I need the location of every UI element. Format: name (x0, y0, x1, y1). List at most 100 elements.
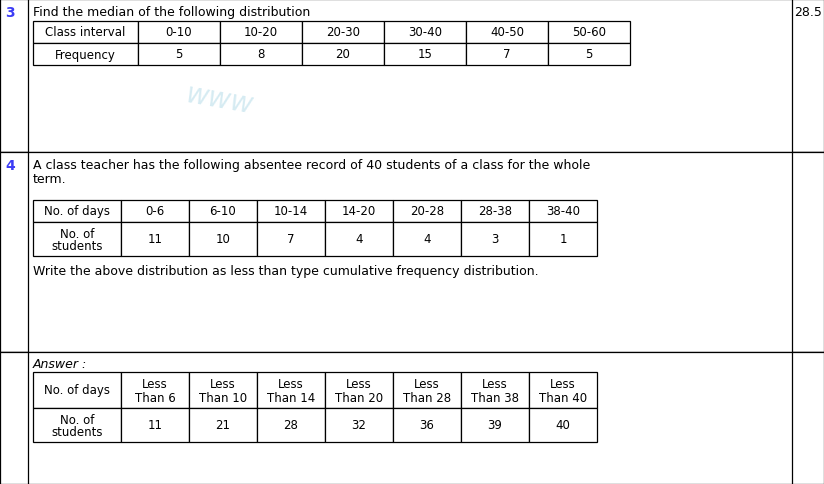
Text: No. of days: No. of days (44, 205, 110, 218)
Text: No. of: No. of (60, 228, 94, 241)
Text: Less: Less (482, 378, 508, 391)
Bar (138, 22, 220, 44)
Bar (220, 22, 302, 44)
Bar (393, 408, 461, 442)
Text: 32: 32 (352, 419, 367, 432)
Bar (393, 223, 461, 257)
Text: 7: 7 (288, 233, 295, 246)
Bar (257, 200, 325, 223)
Text: 50-60: 50-60 (572, 27, 606, 39)
Text: 30-40: 30-40 (408, 27, 442, 39)
Bar (384, 44, 466, 66)
Text: Less: Less (550, 378, 576, 391)
Text: 15: 15 (418, 48, 433, 61)
Text: 28-38: 28-38 (478, 205, 512, 218)
Bar (121, 223, 189, 257)
Text: 20-28: 20-28 (410, 205, 444, 218)
Bar (121, 408, 189, 442)
Bar (33, 223, 121, 257)
Bar (0, 152, 28, 352)
Text: Than 10: Than 10 (199, 392, 247, 405)
Text: students: students (51, 425, 103, 439)
Text: students: students (51, 240, 103, 253)
Text: 14-20: 14-20 (342, 205, 376, 218)
Text: Than 14: Than 14 (267, 392, 315, 405)
Bar (461, 408, 529, 442)
Text: 40: 40 (555, 419, 570, 432)
Bar (302, 44, 384, 66)
Text: Find the median of the following distribution: Find the median of the following distrib… (33, 6, 311, 19)
Bar (325, 372, 393, 408)
Bar (466, 44, 548, 66)
Bar (302, 22, 384, 44)
Bar (325, 200, 393, 223)
Bar (33, 200, 121, 223)
Text: 10-20: 10-20 (244, 27, 278, 39)
Bar (466, 22, 548, 44)
Text: 4: 4 (355, 233, 363, 246)
Bar (189, 408, 257, 442)
Bar (33, 44, 138, 66)
Bar (33, 372, 121, 408)
Text: www: www (184, 80, 256, 120)
Text: 10: 10 (216, 233, 231, 246)
Bar (257, 372, 325, 408)
Text: 3: 3 (491, 233, 499, 246)
Bar (325, 223, 393, 257)
Text: 28.5: 28.5 (794, 6, 822, 19)
Bar (384, 22, 466, 44)
Text: Less: Less (210, 378, 236, 391)
Bar (33, 22, 138, 44)
Bar (0, 352, 824, 484)
Bar (529, 223, 597, 257)
Text: Than 38: Than 38 (471, 392, 519, 405)
Bar (0, 0, 824, 152)
Bar (325, 408, 393, 442)
Bar (121, 200, 189, 223)
Bar (529, 372, 597, 408)
Bar (792, 0, 824, 152)
Text: 7: 7 (503, 48, 511, 61)
Text: Answer :: Answer : (33, 357, 87, 370)
Text: 38-40: 38-40 (546, 205, 580, 218)
Text: 8: 8 (257, 48, 265, 61)
Text: Write the above distribution as less than type cumulative frequency distribution: Write the above distribution as less tha… (33, 264, 539, 277)
Bar (189, 223, 257, 257)
Bar (33, 408, 121, 442)
Text: 20-30: 20-30 (326, 27, 360, 39)
Bar (461, 223, 529, 257)
Bar (792, 152, 824, 352)
Bar (393, 372, 461, 408)
Bar (548, 22, 630, 44)
Bar (792, 352, 824, 484)
Text: Less: Less (346, 378, 372, 391)
Text: Less: Less (414, 378, 440, 391)
Text: 39: 39 (488, 419, 503, 432)
Text: 28: 28 (283, 419, 298, 432)
Text: 10-14: 10-14 (274, 205, 308, 218)
Text: No. of: No. of (60, 414, 94, 426)
Text: Than 28: Than 28 (403, 392, 451, 405)
Text: 40-50: 40-50 (490, 27, 524, 39)
Text: 0-10: 0-10 (166, 27, 192, 39)
Text: 11: 11 (147, 419, 162, 432)
Bar (189, 372, 257, 408)
Bar (138, 44, 220, 66)
Text: 1: 1 (559, 233, 567, 246)
Text: Class interval: Class interval (45, 27, 126, 39)
Text: 11: 11 (147, 233, 162, 246)
Bar (548, 44, 630, 66)
Bar (0, 352, 28, 484)
Text: 6-10: 6-10 (209, 205, 236, 218)
Text: 5: 5 (585, 48, 592, 61)
Text: 3: 3 (5, 6, 15, 20)
Text: Than 6: Than 6 (134, 392, 176, 405)
Text: 20: 20 (335, 48, 350, 61)
Bar (0, 152, 824, 352)
Bar (529, 408, 597, 442)
Bar (393, 200, 461, 223)
Text: Than 20: Than 20 (335, 392, 383, 405)
Text: Less: Less (279, 378, 304, 391)
Text: 4: 4 (424, 233, 431, 246)
Text: Less: Less (142, 378, 168, 391)
